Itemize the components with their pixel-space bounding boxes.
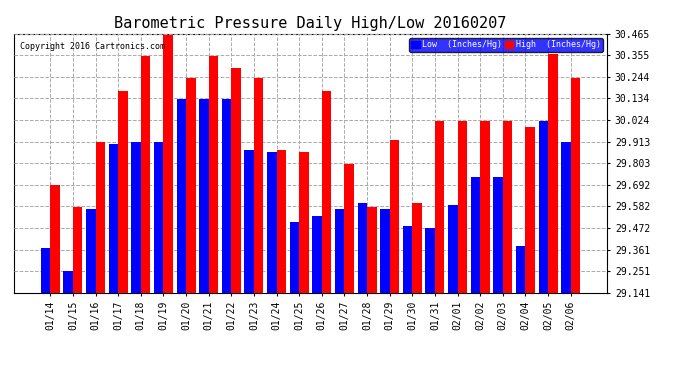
Bar xyxy=(108,144,118,292)
Title: Barometric Pressure Daily High/Low 20160207: Barometric Pressure Daily High/Low 20160… xyxy=(115,16,506,31)
Bar xyxy=(426,228,435,292)
Bar xyxy=(141,56,150,292)
Text: Copyright 2016 Cartronics.com: Copyright 2016 Cartronics.com xyxy=(20,42,165,51)
Bar xyxy=(503,121,513,292)
Bar xyxy=(561,142,571,292)
Bar xyxy=(471,177,480,292)
Bar xyxy=(73,207,82,292)
Bar xyxy=(493,177,503,292)
Bar xyxy=(480,121,490,292)
Bar xyxy=(390,140,400,292)
Bar xyxy=(199,99,208,292)
Bar xyxy=(221,99,231,292)
Bar xyxy=(118,92,128,292)
Bar xyxy=(548,54,558,292)
Bar xyxy=(267,152,277,292)
Bar xyxy=(231,68,241,292)
Bar xyxy=(335,209,344,292)
Bar xyxy=(154,142,164,292)
Bar xyxy=(290,222,299,292)
Bar xyxy=(50,185,60,292)
Bar xyxy=(516,246,526,292)
Bar xyxy=(177,99,186,292)
Bar xyxy=(164,35,173,292)
Bar xyxy=(63,271,73,292)
Bar xyxy=(277,150,286,292)
Bar xyxy=(435,121,444,292)
Bar xyxy=(357,203,367,292)
Bar xyxy=(131,142,141,292)
Bar xyxy=(86,209,95,292)
Bar xyxy=(380,209,390,292)
Bar xyxy=(539,121,548,292)
Legend: Low  (Inches/Hg), High  (Inches/Hg): Low (Inches/Hg), High (Inches/Hg) xyxy=(409,38,603,52)
Bar xyxy=(95,142,105,292)
Bar xyxy=(299,152,308,292)
Bar xyxy=(208,56,218,292)
Bar xyxy=(526,127,535,292)
Bar xyxy=(367,207,377,292)
Bar xyxy=(254,78,264,292)
Bar xyxy=(448,205,457,292)
Bar xyxy=(41,248,50,292)
Bar xyxy=(244,150,254,292)
Bar xyxy=(344,164,354,292)
Bar xyxy=(313,216,322,292)
Bar xyxy=(457,121,467,292)
Bar xyxy=(571,78,580,292)
Bar xyxy=(403,226,413,292)
Bar xyxy=(322,92,331,292)
Bar xyxy=(186,78,195,292)
Bar xyxy=(413,203,422,292)
